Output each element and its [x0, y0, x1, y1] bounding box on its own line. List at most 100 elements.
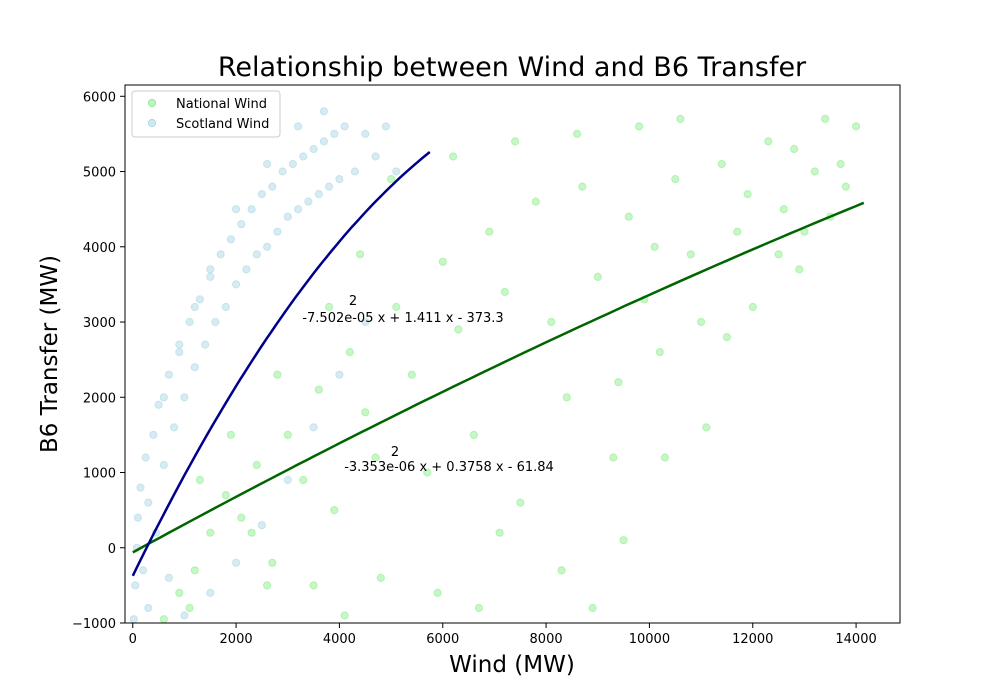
scatter-point	[154, 400, 163, 409]
scatter-point	[547, 317, 556, 327]
scatter-point	[309, 581, 318, 590]
scatter-point	[335, 175, 344, 184]
scatter-point	[330, 129, 339, 138]
scatter-point	[702, 423, 711, 432]
scatter-point	[175, 340, 184, 349]
fit-equation-label: -3.353e-06 x + 0.3758 x - 61.84	[344, 460, 554, 475]
scatter-point	[356, 250, 365, 259]
scatter-point	[852, 122, 861, 131]
y-tick-label: 0	[108, 542, 116, 557]
scatter-point	[283, 430, 292, 439]
x-tick-label: 14000	[835, 632, 876, 647]
scatter-point	[671, 175, 680, 184]
y-tick-label: 1000	[83, 467, 116, 482]
scatter-point	[387, 175, 396, 184]
scatter-point	[376, 573, 385, 583]
scatter-point	[361, 317, 370, 327]
scatter-point	[340, 122, 349, 131]
scatter-point	[350, 167, 359, 176]
scatter-point	[180, 611, 189, 620]
series-0-points	[159, 114, 861, 623]
x-tick-label: 8000	[530, 632, 563, 647]
legend: National Wind Scotland Wind	[131, 90, 281, 138]
scatter-point	[221, 491, 230, 500]
x-axis-label: Wind (MW)	[449, 652, 575, 678]
axes: 0 2000 4000 6000 8000 10000 12000 14000 −1000 0 10…	[72, 90, 877, 647]
scatter-point	[319, 107, 328, 116]
scatter-point	[144, 603, 153, 613]
scatter-point	[593, 272, 602, 281]
scatter-point	[206, 528, 215, 537]
scatter-point	[257, 190, 266, 199]
scatter-point	[139, 566, 148, 575]
scatter-point	[717, 159, 726, 169]
scatter-point	[810, 167, 819, 176]
scatter-point	[288, 159, 297, 169]
scatter-point	[185, 603, 194, 613]
plot-inner	[129, 107, 865, 623]
scatter-point	[779, 205, 788, 214]
scatter-point	[340, 611, 349, 620]
scatter-point	[309, 423, 318, 432]
scatter-point	[232, 205, 241, 214]
scatter-point	[423, 468, 432, 477]
scatter-point	[226, 430, 235, 439]
scatter-point	[748, 302, 757, 312]
scatter-point	[454, 325, 463, 334]
scatter-point	[438, 257, 447, 266]
scatter-point	[180, 393, 189, 402]
scatter-point	[609, 453, 618, 462]
chart-title: Relationship between Wind and B6 Transfe…	[218, 52, 807, 83]
scatter-point	[733, 227, 742, 236]
series-1-points	[129, 107, 401, 623]
scatter-point	[237, 513, 246, 522]
x-tick-label: 10000	[629, 632, 670, 647]
scatter-point	[660, 453, 670, 462]
scatter-point	[821, 114, 830, 124]
x-tick-label: 0	[129, 632, 137, 647]
legend-marker	[147, 98, 157, 108]
scatter-point	[283, 212, 292, 221]
y-tick-label: 4000	[83, 241, 116, 256]
scatter-point	[500, 287, 509, 296]
scatter-point	[294, 122, 303, 131]
scatter-point	[206, 272, 215, 281]
scatter-point	[407, 370, 416, 379]
y-tick-label: −1000	[72, 617, 116, 632]
scatter-point	[309, 144, 318, 154]
scatter-point	[263, 242, 272, 251]
scatter-point	[175, 588, 184, 598]
scatter-point	[247, 528, 256, 537]
scatter-point	[676, 114, 685, 124]
scatter-point	[655, 348, 664, 357]
scatter-point	[226, 235, 235, 244]
scatter-point	[195, 295, 204, 304]
scatter-point	[299, 475, 308, 485]
scatter-point	[263, 159, 272, 169]
scatter-point	[268, 182, 277, 191]
scatter-point	[578, 182, 587, 191]
scatter-point	[330, 506, 339, 515]
scatter-point	[149, 430, 158, 439]
scatter-point	[392, 167, 401, 176]
scatter-point	[469, 430, 478, 439]
scatter-point	[516, 498, 525, 507]
x-tick-label: 4000	[323, 632, 356, 647]
scatter-point	[164, 573, 173, 583]
scatter-point	[619, 536, 628, 545]
scatter-point	[314, 190, 323, 199]
scatter-point	[294, 205, 303, 214]
scatter-point	[790, 144, 799, 154]
scatter-point	[314, 385, 323, 394]
fit-equation-label: -7.502e-05 x + 1.411 x - 373.3	[302, 311, 503, 326]
scatter-point	[263, 581, 272, 590]
fit-line-series-0	[132, 201, 865, 554]
scatter-point	[129, 615, 138, 623]
scatter-point	[252, 250, 261, 259]
scatter-point	[319, 137, 328, 146]
scatter-point	[774, 250, 783, 259]
scatter-point	[190, 302, 199, 312]
scatter-point	[474, 603, 483, 613]
y-tick-label: 2000	[83, 391, 116, 406]
